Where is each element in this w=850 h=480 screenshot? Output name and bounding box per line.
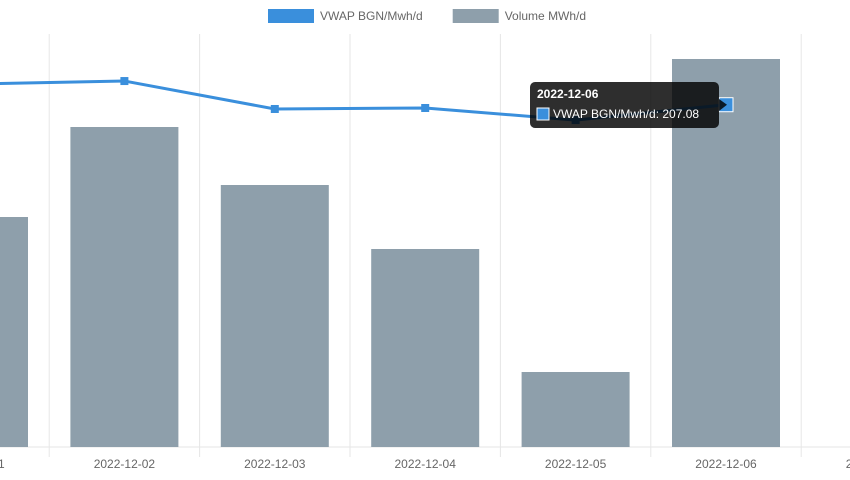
tooltip-box bbox=[530, 82, 719, 128]
legend-label: Volume MWh/d bbox=[505, 9, 586, 23]
point bbox=[270, 104, 279, 113]
bar bbox=[371, 249, 480, 447]
point bbox=[120, 77, 129, 86]
tooltip-label: VWAP BGN/Mwh/d: 207.08 bbox=[553, 107, 699, 121]
x-tick-label: 2022-12-02 bbox=[94, 457, 156, 471]
bar bbox=[220, 185, 329, 447]
x-tick-label: 2022-12-03 bbox=[244, 457, 306, 471]
x-tick-label: 2022-12-06 bbox=[695, 457, 757, 471]
legend-swatch bbox=[268, 9, 314, 23]
legend-item: VWAP BGN/Mwh/d bbox=[268, 9, 423, 23]
legend-item: Volume MWh/d bbox=[452, 9, 586, 23]
tooltip-swatch bbox=[536, 107, 550, 121]
x-tick-label: 2022-12-07 bbox=[846, 457, 850, 471]
legend-swatch bbox=[452, 9, 499, 23]
tooltip: 2022-12-06 VWAP BGN/Mwh/d: 207.08 bbox=[530, 82, 734, 128]
x-tick-label: 2022-12-04 bbox=[395, 457, 457, 471]
bar bbox=[70, 127, 179, 447]
legend-label: VWAP BGN/Mwh/d bbox=[320, 9, 423, 23]
bar bbox=[521, 372, 630, 447]
tooltip-title: 2022-12-06 bbox=[537, 87, 599, 101]
x-tick-label: 2022-12-05 bbox=[545, 457, 607, 471]
tooltip-caret bbox=[719, 99, 727, 111]
x-tick-label: 2022-12-01 bbox=[0, 457, 5, 471]
bar bbox=[0, 217, 28, 447]
point bbox=[421, 103, 430, 112]
